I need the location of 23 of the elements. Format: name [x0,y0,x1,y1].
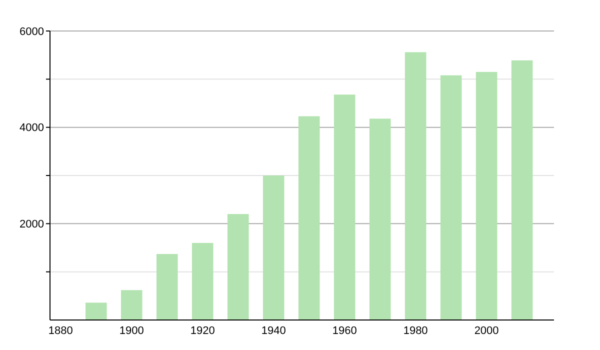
x-tick-label: 1900 [119,325,144,337]
bar [227,214,249,320]
bar [298,116,320,320]
bar [120,290,142,320]
bar [476,72,498,320]
bar [404,52,426,320]
bar [511,60,533,320]
x-tick-label: 1980 [403,325,428,337]
x-tick-label: 2000 [474,325,499,337]
bar [334,94,356,320]
bar [192,242,214,320]
bar [156,254,178,320]
y-tick-label: 2000 [20,218,44,231]
x-tick-label: 1940 [261,325,286,337]
bar [440,75,462,320]
x-tick-label: 1920 [190,325,215,337]
bar [85,302,107,320]
bar [262,176,284,320]
bar [369,118,391,320]
x-tick-label: 1960 [332,325,357,337]
y-tick-label: 6000 [20,26,44,38]
y-tick-label: 4000 [20,122,44,134]
x-tick-label: 1880 [48,325,73,337]
